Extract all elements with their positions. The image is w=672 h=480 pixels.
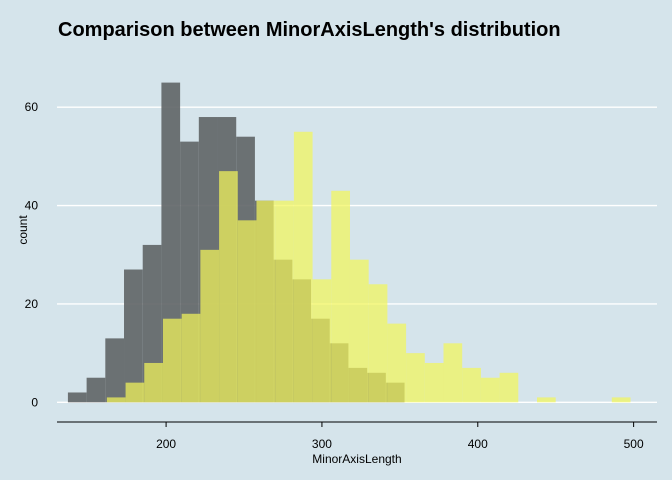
bar-series1-bin1: [125, 382, 145, 403]
x-tick-label-3: 500: [624, 437, 644, 451]
y-tick-label-2: 40: [25, 199, 39, 213]
x-tick-label-1: 300: [312, 437, 332, 451]
bar-series1-bin19: [462, 367, 481, 403]
bar-series1-bin2: [144, 362, 163, 403]
y-axis-label: count: [16, 215, 30, 245]
bar-series1-bin6: [219, 171, 238, 403]
bar-series1-bin17: [424, 362, 444, 403]
bar-series1-bin18: [443, 343, 463, 403]
bar-series1-bin21: [499, 372, 519, 403]
bar-series1-bin7: [237, 220, 257, 403]
bar-series1-bin12: [331, 190, 350, 403]
bar-series1-bin8: [256, 200, 276, 403]
bar-series1-bin13: [349, 259, 369, 403]
bar-series1-bin23: [611, 397, 631, 403]
chart-title: Comparison between MinorAxisLength's dis…: [58, 19, 561, 41]
bar-series1-bin0: [106, 397, 126, 403]
bar-series1-bin16: [406, 353, 425, 403]
bar-series0-bin3: [124, 269, 143, 403]
bar-series1-bin14: [368, 284, 388, 403]
y-tick-label-1: 20: [25, 297, 39, 311]
bar-series1-bin10: [293, 131, 313, 403]
histogram-bars: [67, 82, 631, 403]
bar-series0-bin1: [86, 377, 106, 403]
bar-series1-bin5: [200, 249, 220, 403]
y-tick-label-3: 60: [25, 100, 39, 114]
bar-series1-bin4: [181, 313, 201, 403]
axes: 200 300 400 500 0 20 40 60: [25, 100, 657, 451]
y-tick-label-0: 0: [31, 395, 38, 409]
bar-series1-bin11: [312, 279, 332, 403]
bar-series1-bin20: [480, 377, 500, 403]
bar-series0-bin0: [67, 392, 87, 403]
bar-series1-bin9: [275, 200, 294, 403]
bar-series1-bin3: [162, 318, 182, 403]
x-tick-label-2: 400: [468, 437, 488, 451]
bar-series1-bin22: [537, 397, 556, 403]
bar-series1-bin15: [387, 323, 407, 403]
x-axis-label: MinorAxisLength: [312, 452, 401, 466]
x-tick-label-0: 200: [156, 437, 176, 451]
bar-series0-bin2: [105, 338, 125, 403]
